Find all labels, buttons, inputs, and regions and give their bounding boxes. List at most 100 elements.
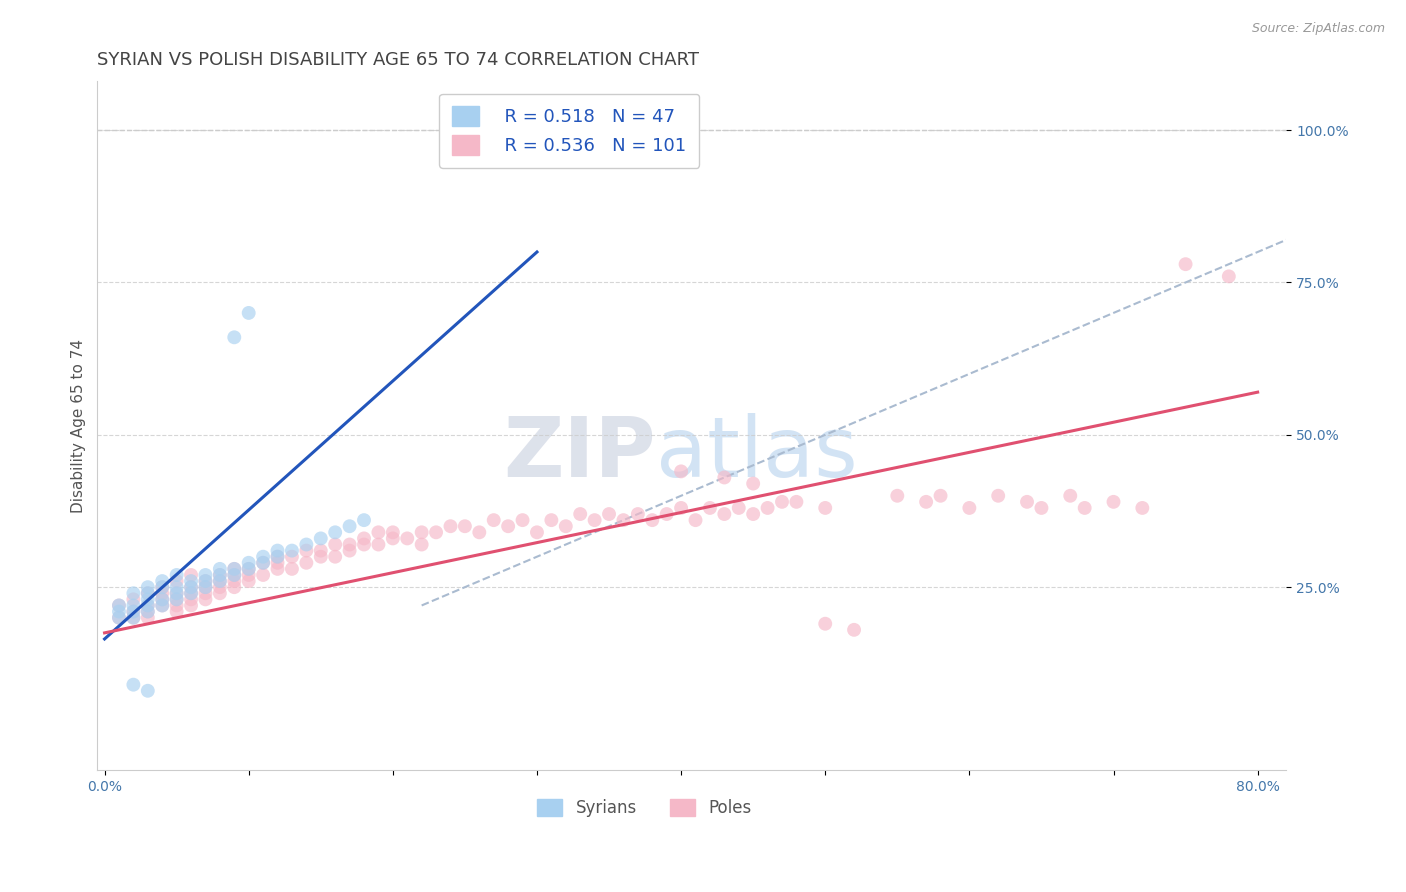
- Point: [612, 513, 634, 527]
- Point: [512, 513, 534, 527]
- Point: [699, 500, 721, 515]
- Point: [150, 586, 173, 600]
- Point: [180, 592, 202, 607]
- Point: [108, 605, 131, 619]
- Point: [323, 537, 346, 551]
- Point: [136, 592, 159, 607]
- Point: [136, 586, 159, 600]
- Point: [454, 519, 477, 533]
- Point: [180, 599, 202, 613]
- Point: [367, 537, 389, 551]
- Point: [208, 574, 231, 588]
- Point: [266, 562, 288, 576]
- Point: [323, 525, 346, 540]
- Point: [1015, 495, 1038, 509]
- Point: [252, 549, 274, 564]
- Point: [742, 476, 765, 491]
- Point: [987, 489, 1010, 503]
- Point: [122, 678, 145, 692]
- Point: [108, 610, 131, 624]
- Point: [770, 495, 793, 509]
- Point: [180, 586, 202, 600]
- Point: [266, 556, 288, 570]
- Point: [238, 568, 260, 582]
- Point: [482, 513, 505, 527]
- Point: [583, 513, 606, 527]
- Point: [281, 549, 304, 564]
- Point: [252, 556, 274, 570]
- Point: [108, 599, 131, 613]
- Point: [166, 605, 188, 619]
- Point: [180, 580, 202, 594]
- Point: [309, 532, 332, 546]
- Point: [353, 532, 375, 546]
- Point: [641, 513, 664, 527]
- Point: [238, 556, 260, 570]
- Point: [1174, 257, 1197, 271]
- Point: [598, 507, 620, 521]
- Legend: Syrians, Poles: Syrians, Poles: [530, 792, 758, 823]
- Point: [122, 605, 145, 619]
- Point: [669, 500, 692, 515]
- Point: [136, 586, 159, 600]
- Point: [238, 306, 260, 320]
- Point: [669, 464, 692, 478]
- Point: [266, 543, 288, 558]
- Point: [180, 568, 202, 582]
- Point: [224, 330, 246, 344]
- Point: [224, 580, 246, 594]
- Point: [150, 574, 173, 588]
- Point: [814, 616, 837, 631]
- Point: [468, 525, 491, 540]
- Point: [323, 549, 346, 564]
- Point: [166, 592, 188, 607]
- Point: [295, 537, 318, 551]
- Point: [122, 605, 145, 619]
- Point: [224, 562, 246, 576]
- Point: [266, 549, 288, 564]
- Point: [224, 574, 246, 588]
- Point: [713, 507, 735, 521]
- Point: [1130, 500, 1153, 515]
- Point: [281, 543, 304, 558]
- Point: [425, 525, 447, 540]
- Point: [166, 568, 188, 582]
- Point: [381, 532, 404, 546]
- Point: [150, 580, 173, 594]
- Point: [136, 599, 159, 613]
- Point: [886, 489, 908, 503]
- Point: [208, 574, 231, 588]
- Point: [353, 537, 375, 551]
- Point: [194, 592, 217, 607]
- Point: [381, 525, 404, 540]
- Point: [150, 580, 173, 594]
- Point: [353, 513, 375, 527]
- Point: [742, 507, 765, 521]
- Point: [1073, 500, 1095, 515]
- Point: [224, 568, 246, 582]
- Point: [166, 599, 188, 613]
- Point: [1031, 500, 1053, 515]
- Point: [627, 507, 650, 521]
- Point: [411, 525, 433, 540]
- Text: SYRIAN VS POLISH DISABILITY AGE 65 TO 74 CORRELATION CHART: SYRIAN VS POLISH DISABILITY AGE 65 TO 74…: [97, 51, 699, 69]
- Point: [122, 610, 145, 624]
- Point: [496, 519, 519, 533]
- Point: [166, 586, 188, 600]
- Point: [309, 549, 332, 564]
- Point: [166, 592, 188, 607]
- Point: [208, 568, 231, 582]
- Point: [194, 574, 217, 588]
- Point: [295, 556, 318, 570]
- Point: [411, 537, 433, 551]
- Point: [339, 543, 361, 558]
- Point: [339, 537, 361, 551]
- Point: [208, 586, 231, 600]
- Point: [224, 562, 246, 576]
- Point: [224, 568, 246, 582]
- Point: [194, 574, 217, 588]
- Point: [136, 580, 159, 594]
- Point: [756, 500, 779, 515]
- Point: [108, 599, 131, 613]
- Point: [655, 507, 678, 521]
